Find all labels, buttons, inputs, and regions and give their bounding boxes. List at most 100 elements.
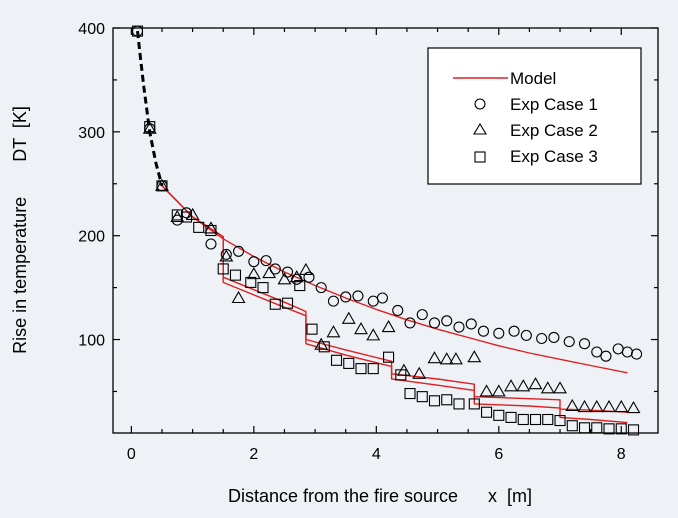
exp-case-3-point [205, 224, 217, 237]
exp-case-3-point [416, 391, 428, 403]
x-tick-label: 0 [127, 446, 136, 463]
exp-case-3-point [318, 341, 330, 353]
exp-case-3-point [627, 424, 640, 436]
exp-case-1-point [416, 309, 428, 321]
model-lines-group [161, 185, 628, 424]
exp-case-3-point [468, 398, 480, 410]
exp-case-1-point [315, 282, 327, 294]
exp-case-1-point [232, 245, 245, 257]
exp-case-2-point [540, 381, 555, 394]
exp-case-1-point [205, 238, 217, 250]
legend-circle-marker [474, 98, 486, 110]
exp-case-2-point [412, 366, 427, 379]
exp-case-3-point [144, 121, 156, 133]
exp-case-3-point [294, 279, 306, 292]
exp-case-2-point [491, 384, 506, 397]
exp-case-1-point [340, 291, 352, 303]
exp-case-1-point [453, 321, 465, 333]
exp-case-1-point [441, 315, 453, 327]
legend-label-exp-case-2: Exp Case 2 [510, 121, 598, 140]
legend-triangle-marker [473, 122, 487, 135]
legend-label-exp-case-1: Exp Case 1 [510, 95, 598, 114]
legend-label-model: Model [510, 69, 556, 88]
exp-case-2-point [602, 399, 616, 413]
exp-case-2-point [341, 311, 356, 324]
exp-case-2-point [565, 398, 580, 412]
exp-case-2-point [381, 319, 396, 333]
exp-case-2-point [219, 249, 234, 262]
exp-case-3-point [257, 282, 269, 294]
tick-labels-group: 0 2 4 6 8 100 200 300 400 [78, 21, 626, 463]
exp-case-1-point [327, 295, 339, 307]
exp-case-2-point [427, 351, 442, 364]
exp-case-2-point [626, 400, 641, 414]
exp-case-3-point [603, 423, 615, 435]
exp-case-2-point [366, 328, 381, 341]
exp-case-3-point [281, 297, 294, 309]
y-tick-label: 300 [78, 125, 105, 142]
exp-case-3-point [355, 363, 367, 375]
exp-case-1-point [281, 266, 294, 278]
plot-frame [112, 27, 659, 434]
exp-case-3-point [404, 387, 416, 400]
exp-case-3-point [542, 413, 554, 426]
exp-case-3-point [529, 413, 542, 426]
exp-case-2-point [185, 207, 200, 220]
data-points-group [131, 25, 643, 436]
exp-case-1-point [404, 317, 416, 329]
model-line-3 [161, 185, 628, 424]
exp-case-3-point [131, 25, 144, 37]
exp-case-3-point [395, 369, 407, 381]
y-axis-title: Rise in temperature DT [K] [10, 106, 30, 354]
exp-case-1-point [600, 350, 612, 362]
exp-case-2-point [577, 399, 592, 413]
exp-case-3-point [615, 423, 627, 435]
exp-case-1-point [352, 290, 364, 302]
exp-case-2-point [170, 209, 185, 223]
exp-case-2-point [298, 262, 313, 276]
exp-case-2-point [553, 381, 567, 394]
exp-case-1-point [536, 332, 548, 345]
exp-case-3-point [428, 395, 441, 407]
exp-case-3-point [517, 413, 529, 426]
exp-case-3-point [245, 276, 257, 288]
exp-case-3-point [229, 269, 242, 281]
model-line-1 [161, 185, 628, 374]
x-tick-label: 4 [372, 446, 381, 463]
exp-case-2-point [204, 221, 218, 234]
exp-case-3-point [343, 357, 355, 369]
legend-square-marker [474, 151, 486, 163]
exp-case-1-point [392, 304, 404, 317]
exp-case-3-point [505, 411, 517, 423]
y-tick-label: 200 [78, 229, 105, 246]
exp-case-2-point [142, 121, 157, 134]
legend-box [427, 47, 642, 185]
exp-case-3-point [493, 409, 505, 421]
exp-case-3-point [566, 420, 578, 432]
exp-case-1-point [631, 348, 643, 360]
axis-ticks-group [113, 27, 658, 433]
exp-case-3-point [383, 351, 395, 363]
exp-case-1-point [376, 292, 388, 304]
x-tick-label: 2 [249, 446, 258, 463]
legend: Model Exp Case 1 Exp Case 2 Exp Case 3 [427, 47, 642, 185]
exp-case-1-point [563, 336, 575, 348]
exp-case-1-point [260, 255, 272, 267]
exp-case-3-point [171, 209, 183, 221]
exp-case-2-point [314, 337, 329, 350]
exp-case-2-point [289, 270, 304, 283]
exp-case-2-point [614, 399, 629, 413]
y-tick-label: 100 [78, 333, 105, 350]
exp-case-1-point [578, 338, 591, 350]
exp-case-1-point [508, 325, 520, 337]
x-tick-label: 8 [617, 446, 626, 463]
exp-case-3-point [193, 221, 205, 233]
exp-case-2-point [528, 377, 543, 390]
exp-case-1-point [465, 318, 477, 330]
legend-label-exp-case-3: Exp Case 3 [510, 147, 598, 166]
exp-case-3-point [441, 394, 453, 406]
exp-case-3-point [156, 180, 168, 192]
exp-case-2-point [277, 272, 292, 285]
